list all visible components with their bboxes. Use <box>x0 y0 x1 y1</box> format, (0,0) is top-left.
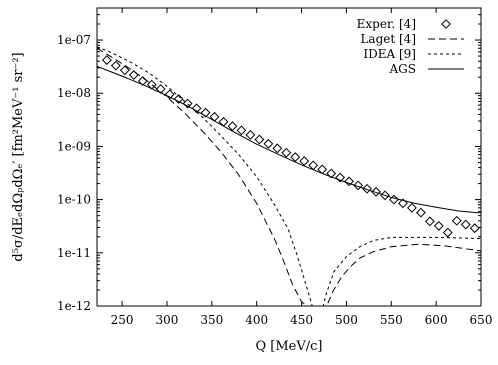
series-line-1 <box>97 47 481 306</box>
data-point <box>362 183 372 194</box>
data-point <box>272 143 283 154</box>
y-tick-label: 1e-10 <box>57 193 91 207</box>
data-point <box>451 215 462 226</box>
data-point <box>424 216 435 227</box>
chart-marks <box>97 46 481 306</box>
legend-label: IDEA [9] <box>363 47 416 61</box>
x-tick-label: 250 <box>111 313 134 327</box>
x-tick-label: 600 <box>425 313 448 327</box>
data-point <box>119 65 130 76</box>
data-point <box>460 219 471 230</box>
data-point <box>227 121 238 132</box>
data-point <box>344 176 355 187</box>
data-point <box>254 134 265 145</box>
x-tick-label: 550 <box>380 313 403 327</box>
data-point <box>469 223 480 234</box>
data-point <box>281 147 292 158</box>
plot-frame <box>96 7 482 307</box>
x-axis-label: Q [MeV/c] <box>256 339 323 354</box>
data-point <box>128 70 139 80</box>
y-tick-label: 1e-12 <box>57 299 91 313</box>
data-point <box>299 156 310 166</box>
data-point <box>389 194 399 205</box>
data-point <box>236 125 247 136</box>
data-point <box>371 186 381 197</box>
legend-swatch <box>441 19 451 29</box>
y-tick-label: 1e-08 <box>57 86 91 100</box>
series-line-3 <box>97 65 481 214</box>
data-point <box>353 180 363 191</box>
data-point <box>263 138 274 149</box>
y-tick-label: 1e-09 <box>57 139 91 153</box>
y-tick-label: 1e-11 <box>57 246 91 260</box>
x-tick-label: 450 <box>290 313 313 327</box>
data-point <box>110 60 121 71</box>
y-axis-label: d⁵σ/dEₑdΩₚdΩₑ′ [fm²MeV⁻¹ sr⁻²] <box>11 52 26 261</box>
y-tick-label: 1e-07 <box>57 33 91 47</box>
data-point <box>442 227 453 238</box>
x-tick-label: 400 <box>245 313 268 327</box>
legend-label: AGS <box>389 62 416 76</box>
legend: Exper. [4]Laget [4]IDEA [9]AGS <box>357 17 464 76</box>
plot-area <box>97 46 481 306</box>
x-tick-label: 500 <box>335 313 358 327</box>
legend-label: Laget [4] <box>360 32 416 46</box>
data-point <box>415 207 426 218</box>
x-tick-label: 300 <box>156 313 179 327</box>
data-point <box>407 202 417 213</box>
axis-ticks: 250 300 350 400 450 500 550 600 650 1e-12 1e-11 1e-… <box>57 7 493 327</box>
data-point <box>101 55 112 65</box>
series-line-2 <box>97 46 481 306</box>
data-point <box>182 98 193 109</box>
data-point <box>245 129 256 140</box>
x-tick-label: 650 <box>470 313 493 327</box>
legend-label: Exper. [4] <box>357 17 416 31</box>
data-point <box>433 221 444 231</box>
x-tick-label: 350 <box>200 313 223 327</box>
data-point <box>290 152 301 162</box>
